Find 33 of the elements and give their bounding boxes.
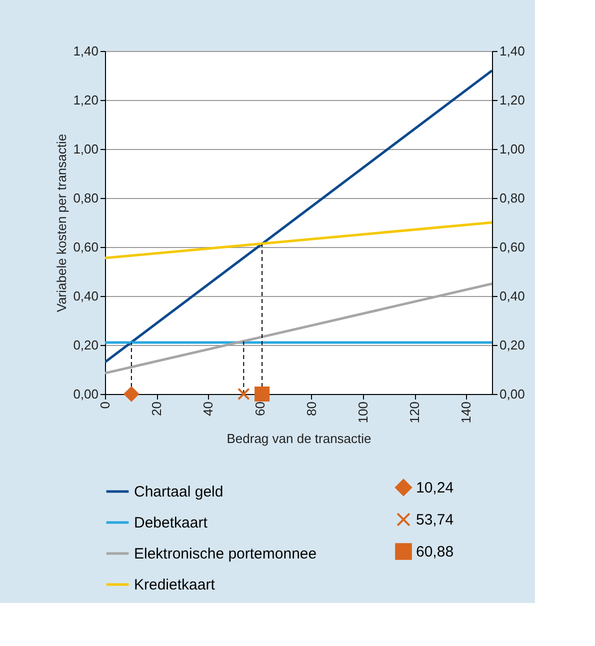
legend-label: 60,88 [416, 544, 454, 560]
legend-label: Debetkaart [134, 514, 208, 532]
legend-label: Elektronische portemonnee [134, 546, 317, 562]
x-tick-label: 100 [356, 402, 370, 424]
y-tick-label: 1,40 [73, 44, 98, 58]
legend-label: 53,74 [416, 512, 454, 528]
y2-tick-label: 1,40 [500, 44, 525, 58]
y2-tick-label: 0,40 [500, 288, 525, 304]
legend-label: 10,24 [416, 480, 454, 496]
y2-tick-label: 1,00 [500, 142, 525, 156]
y2-tick-label: 0,20 [500, 338, 525, 352]
x-tick-label: 40 [200, 402, 216, 416]
y2-tick-label: 0,80 [500, 190, 525, 206]
y-tick-label: 0,00 [73, 386, 98, 402]
x-tick-label: 80 [304, 402, 319, 416]
y-axis-title: Variabele kosten per transactie [54, 134, 70, 312]
legend-label: Chartaal geld [134, 484, 224, 500]
y-tick-label: 0,80 [73, 190, 98, 206]
y2-tick-label: 0,00 [500, 386, 525, 402]
y-tick-label: 1,00 [73, 142, 98, 156]
x-tick-label: 0 [98, 402, 112, 409]
x-axis-title: Bedrag van de transactie [226, 431, 372, 446]
y-tick-label: 0,20 [73, 338, 98, 352]
y2-tick-label: 0,60 [500, 240, 525, 254]
x-tick-label: 140 [458, 402, 474, 424]
y-tick-label: 0,60 [73, 240, 98, 254]
y-tick-label: 1,20 [73, 92, 98, 108]
x-tick-label: 60 [252, 402, 268, 416]
y2-tick-label: 1,20 [500, 92, 525, 108]
x-tick-label: 120 [407, 402, 422, 424]
legend-label: Kredietkaart [134, 576, 216, 594]
y-tick-label: 0,40 [73, 288, 98, 304]
x-tick-label: 20 [149, 402, 164, 416]
